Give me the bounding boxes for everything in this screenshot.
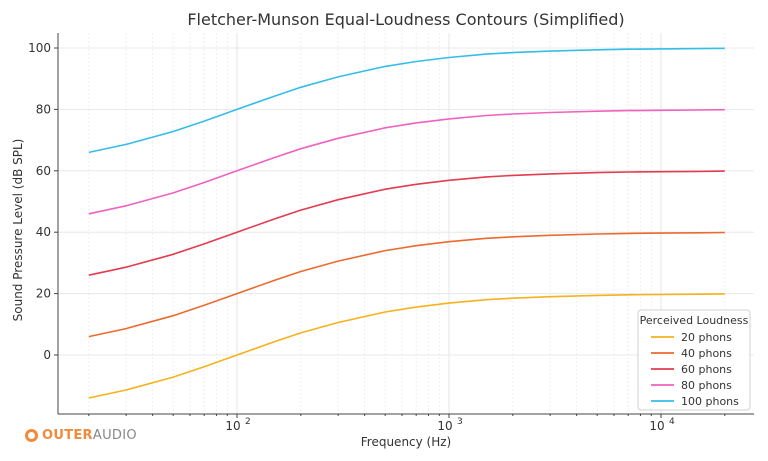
y-tick-label: 40 xyxy=(36,225,51,239)
y-tick-label: 60 xyxy=(36,164,51,178)
logo-regular-text: AUDIO xyxy=(92,428,137,443)
legend-title: Perceived Loudness xyxy=(640,314,749,327)
legend-entry: 20 phons xyxy=(681,331,732,344)
data-series xyxy=(88,47,725,399)
y-tick-label: 80 xyxy=(36,102,51,116)
logo-bold-text: OUTER xyxy=(42,428,93,443)
series-line xyxy=(88,293,725,399)
legend-entry: 40 phons xyxy=(681,347,732,360)
legend-entry: 80 phons xyxy=(681,379,732,392)
x-tick-label: 10 xyxy=(437,419,452,433)
legend-entry: 60 phons xyxy=(681,363,732,376)
svg-text:3: 3 xyxy=(457,417,463,427)
x-axis-label: Frequency (Hz) xyxy=(361,435,452,449)
svg-text:4: 4 xyxy=(669,417,675,427)
y-tick-label: 20 xyxy=(36,287,51,301)
legend-entry: 100 phons xyxy=(681,395,739,408)
y-tick-label: 100 xyxy=(28,41,51,55)
outeraudio-logo: OUTER AUDIO xyxy=(25,428,137,443)
y-axis-label: Sound Pressure Level (dB SPL) xyxy=(11,139,25,322)
chart-title: Fletcher-Munson Equal-Loudness Contours … xyxy=(187,10,624,29)
legend: Perceived Loudness 20 phons 40 phons 60 pho… xyxy=(637,309,751,411)
y-tick-label: 0 xyxy=(43,348,51,362)
series-line xyxy=(88,170,725,276)
x-tick-label: 10 xyxy=(649,419,664,433)
axes: 0 20 40 60 80 100 10 2 10 3 10 4 xyxy=(28,33,754,433)
svg-text:2: 2 xyxy=(245,417,251,427)
series-line xyxy=(88,231,725,338)
x-tick-label: 10 xyxy=(225,419,240,433)
series-line xyxy=(88,108,725,215)
series-line xyxy=(88,47,725,154)
at-sign-icon xyxy=(25,429,38,442)
